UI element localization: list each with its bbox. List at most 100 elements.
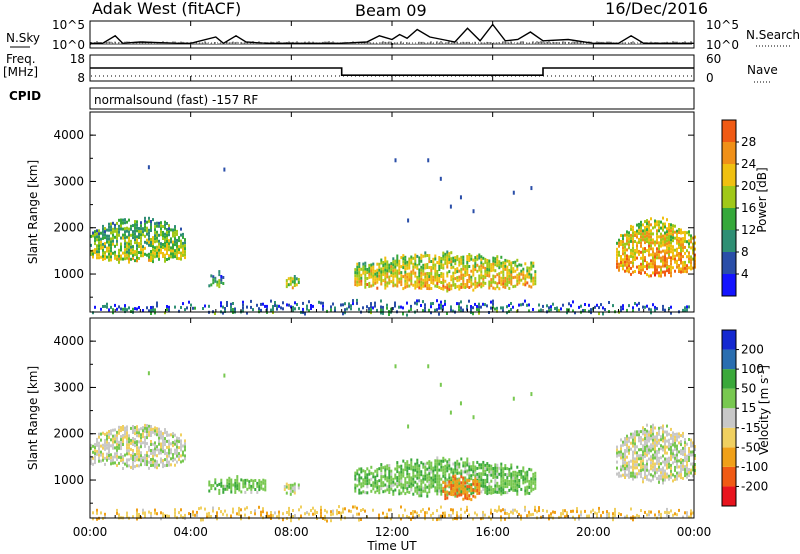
echo-cell	[502, 273, 505, 277]
echo-cell	[628, 469, 630, 473]
echo-cell	[436, 483, 439, 487]
echo-cell	[400, 464, 403, 468]
echo-cell	[370, 477, 373, 481]
echo-cell	[520, 514, 522, 518]
echo-cell	[108, 445, 110, 448]
echo-cell	[112, 437, 114, 441]
echo-cell	[142, 309, 144, 312]
echo-cell	[166, 457, 168, 461]
echo-cell	[616, 256, 618, 260]
echo-cell	[628, 445, 630, 449]
echo-cell	[690, 450, 692, 454]
echo-cell	[172, 246, 174, 250]
echo-cell	[626, 233, 628, 237]
echo-cell	[386, 263, 389, 267]
echo-cell	[180, 445, 182, 449]
echo-cell	[446, 286, 449, 290]
echo-cell	[418, 283, 421, 287]
echo-cell	[372, 283, 375, 287]
echo-cell	[442, 272, 445, 276]
echo-cell	[684, 474, 686, 478]
echo-cell	[456, 479, 459, 483]
echo-cell	[512, 479, 515, 483]
echo-cell	[636, 241, 638, 245]
echo-cell	[384, 274, 387, 278]
echo-cell	[166, 252, 168, 255]
echo-cell	[666, 510, 668, 514]
echo-cell	[344, 311, 346, 315]
echo-cell	[540, 515, 542, 519]
echo-cell	[144, 252, 146, 256]
echo-cell	[484, 463, 487, 467]
echo-cell	[382, 267, 385, 270]
echo-cell	[450, 275, 453, 279]
echo-cell	[126, 220, 128, 224]
echo-cell	[216, 280, 219, 284]
echo-cell	[468, 471, 471, 475]
echo-cell	[114, 446, 116, 450]
echo-cell	[662, 481, 664, 485]
ytick-label: 3000	[53, 380, 84, 394]
echo-cell	[456, 488, 459, 492]
echo-cell	[656, 443, 658, 447]
echo-cell	[428, 481, 431, 485]
echo-cell	[676, 456, 678, 460]
echo-cell	[342, 507, 344, 511]
echo-cell	[364, 282, 367, 286]
echo-cell	[364, 491, 367, 495]
echo-cell	[620, 513, 622, 517]
echo-cell	[126, 425, 128, 429]
echo-cell	[454, 494, 457, 498]
echo-cell	[126, 511, 128, 515]
echo-cell	[322, 307, 324, 311]
echo-cell	[100, 438, 102, 442]
echo-cell	[360, 467, 363, 471]
echo-cell	[580, 304, 582, 308]
echo-cell	[220, 275, 223, 278]
echo-cell	[142, 435, 144, 439]
echo-cell	[360, 518, 362, 521]
echo-cell	[154, 246, 156, 250]
echo-cell	[374, 301, 376, 305]
echo-cell	[354, 486, 357, 490]
echo-cell	[538, 309, 540, 313]
echo-cell	[442, 486, 445, 490]
echo-cell	[100, 444, 102, 448]
echo-cell	[442, 489, 445, 493]
echo-cell	[502, 267, 505, 271]
echo-cell	[684, 233, 686, 237]
echo-cell	[124, 429, 126, 433]
echo-cell	[646, 462, 648, 466]
echo-cell	[150, 514, 152, 518]
echo-cell	[694, 262, 696, 266]
echo-cell	[394, 301, 396, 305]
echo-cell	[512, 488, 515, 492]
echo-cell	[454, 489, 457, 493]
echo-cell	[690, 441, 692, 445]
echo-cell	[460, 484, 463, 488]
echo-cell	[132, 437, 134, 440]
echo-cell	[106, 458, 108, 462]
echo-cell	[108, 451, 110, 454]
echo-cell	[392, 307, 394, 310]
echo-cell	[664, 258, 666, 262]
echo-cell	[668, 235, 670, 238]
echo-cell	[378, 467, 381, 471]
echo-cell	[148, 231, 150, 235]
echo-cell	[596, 515, 598, 519]
echo-cell	[532, 475, 535, 479]
echo-cell	[464, 479, 467, 483]
echo-cell	[632, 468, 634, 472]
echo-cell	[372, 306, 374, 310]
xtick-label: 20:00	[576, 525, 611, 539]
echo-cell	[392, 272, 395, 276]
echo-cell	[676, 462, 678, 466]
echo-cell	[358, 473, 361, 477]
echo-cell	[536, 510, 538, 514]
echo-cell	[624, 452, 626, 455]
echo-cell	[414, 474, 417, 478]
echo-cell	[126, 461, 128, 465]
echo-cell	[132, 254, 134, 258]
echo-cell	[110, 305, 112, 309]
echo-cell	[416, 473, 419, 477]
